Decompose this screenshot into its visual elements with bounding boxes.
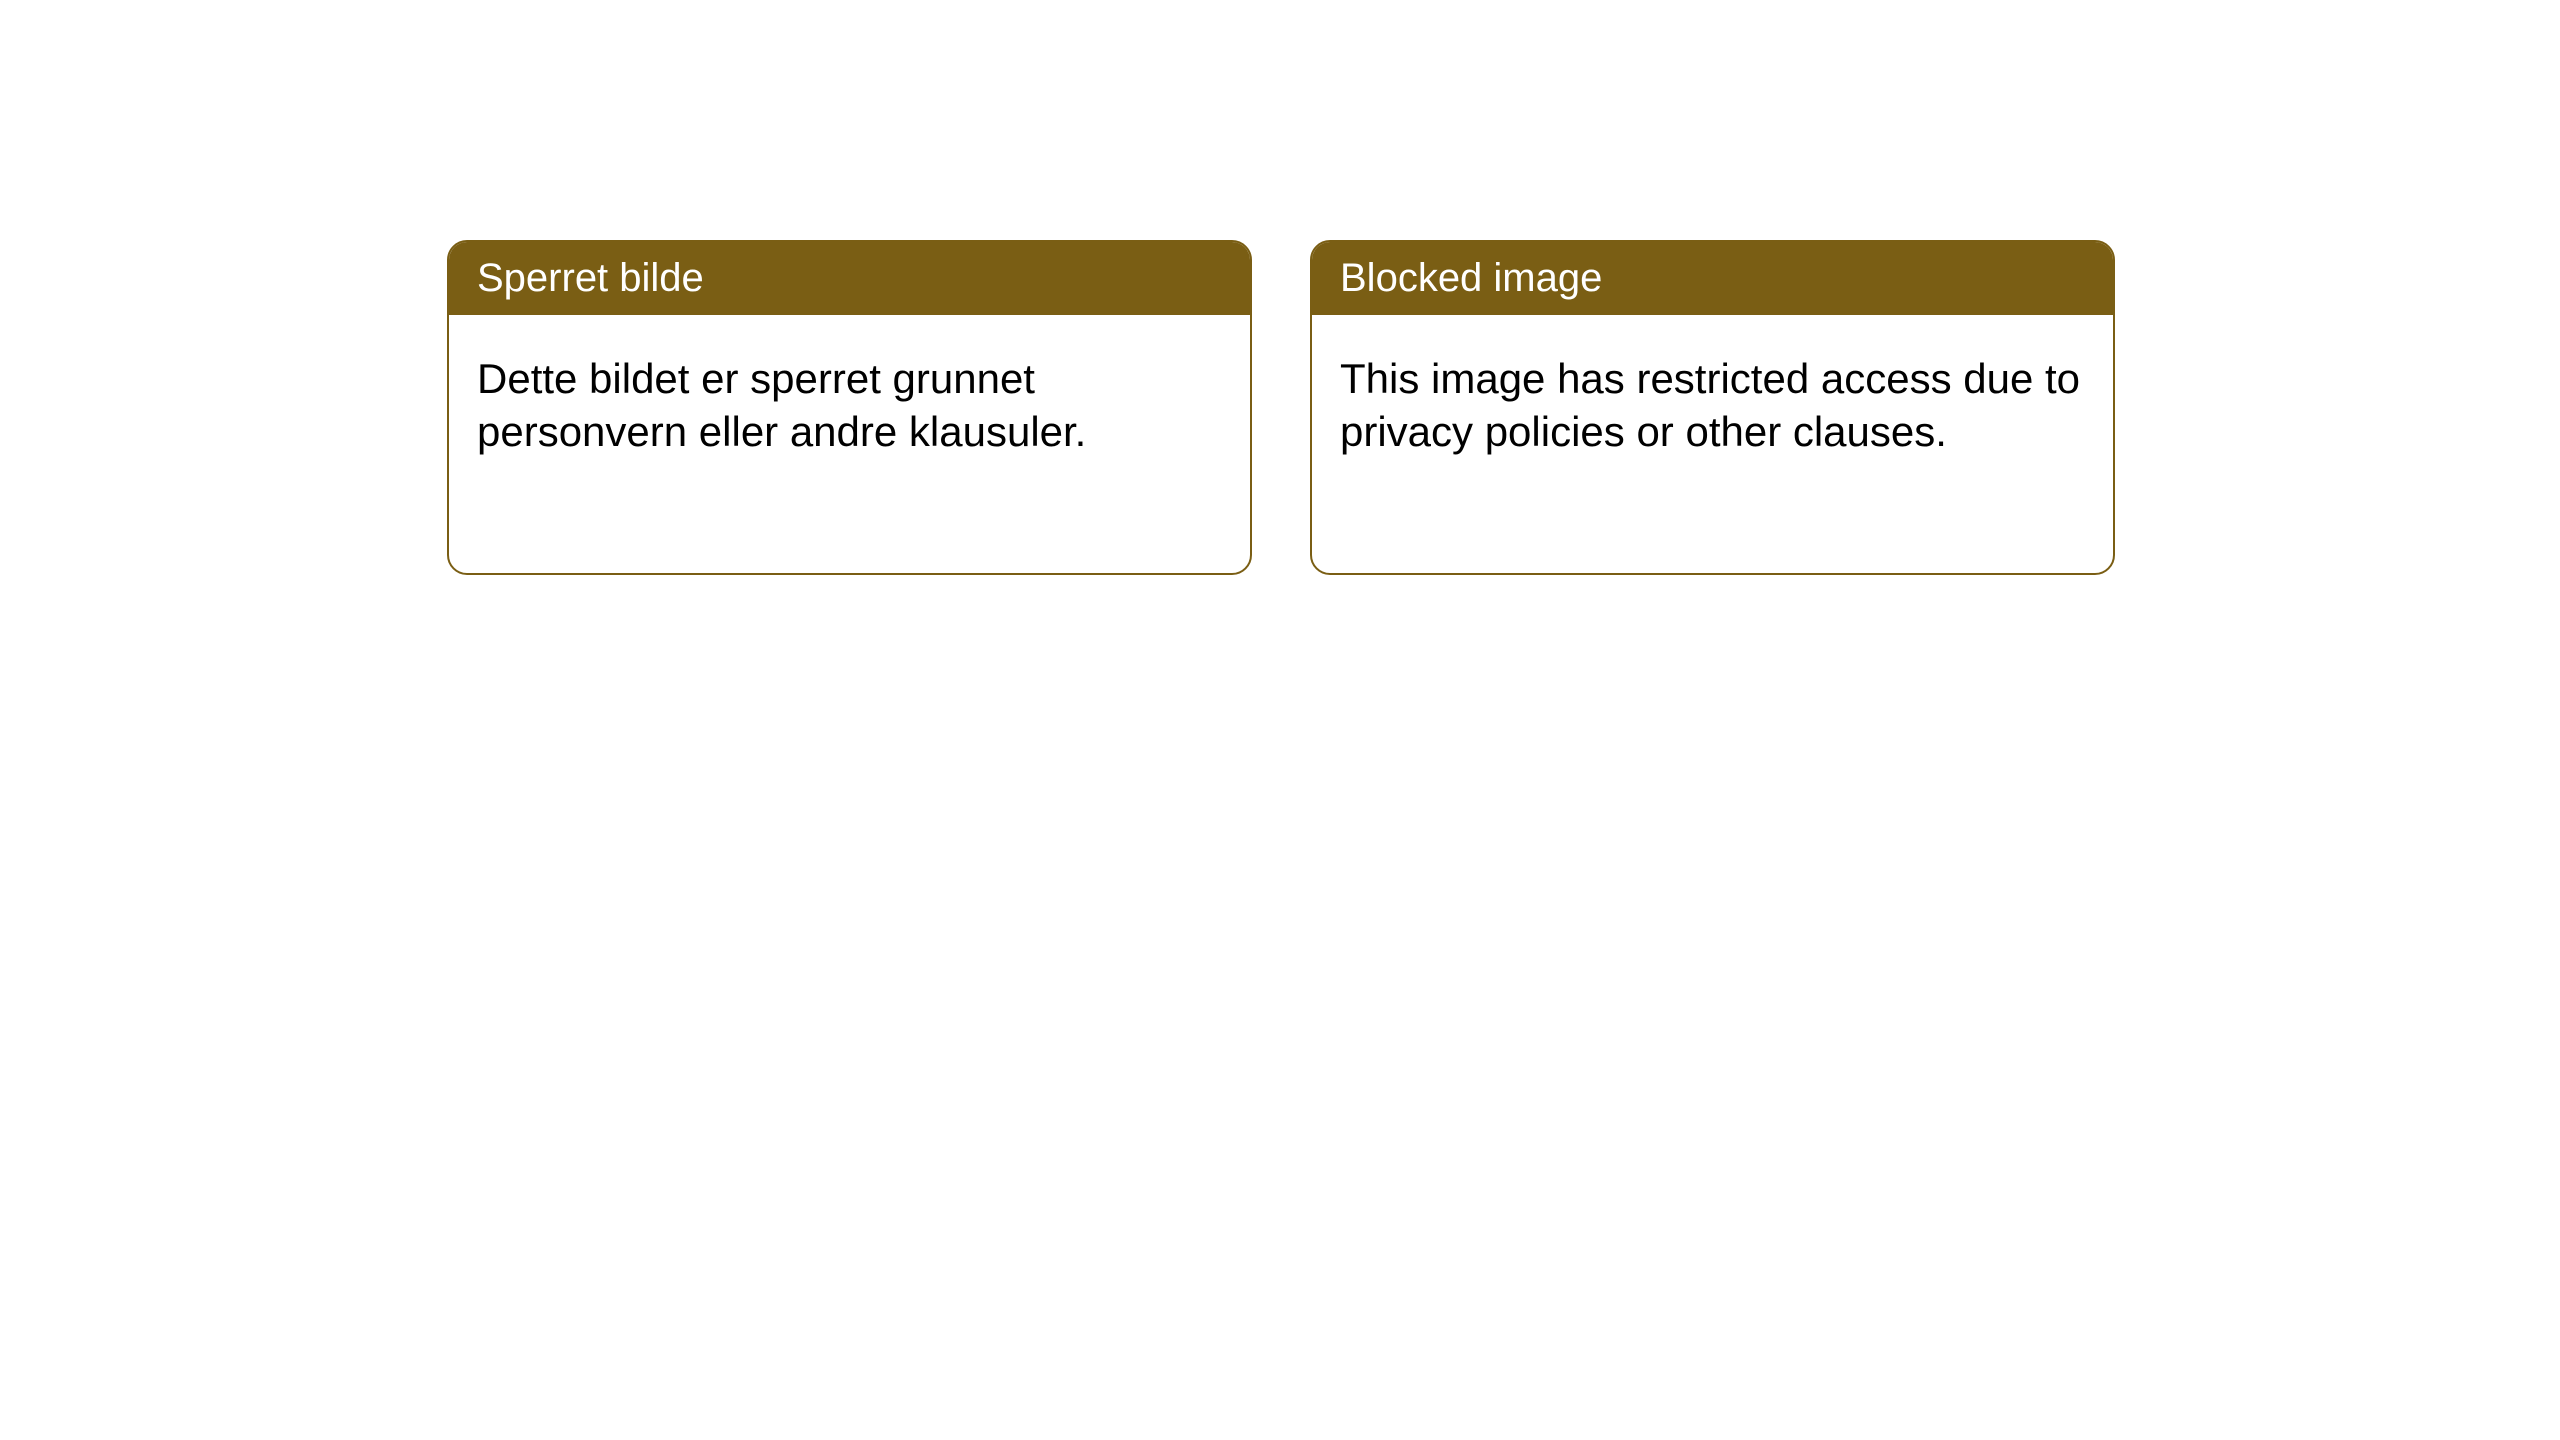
notice-body: This image has restricted access due to …: [1312, 315, 2113, 496]
notice-header: Sperret bilde: [449, 242, 1250, 315]
notice-title: Blocked image: [1340, 256, 1602, 300]
notice-card-norwegian: Sperret bilde Dette bildet er sperret gr…: [447, 240, 1252, 575]
notice-card-english: Blocked image This image has restricted …: [1310, 240, 2115, 575]
notice-body-text: This image has restricted access due to …: [1340, 355, 2080, 455]
notice-body-text: Dette bildet er sperret grunnet personve…: [477, 355, 1086, 455]
notice-header: Blocked image: [1312, 242, 2113, 315]
notice-title: Sperret bilde: [477, 256, 704, 300]
notice-container: Sperret bilde Dette bildet er sperret gr…: [447, 240, 2115, 575]
notice-body: Dette bildet er sperret grunnet personve…: [449, 315, 1250, 496]
